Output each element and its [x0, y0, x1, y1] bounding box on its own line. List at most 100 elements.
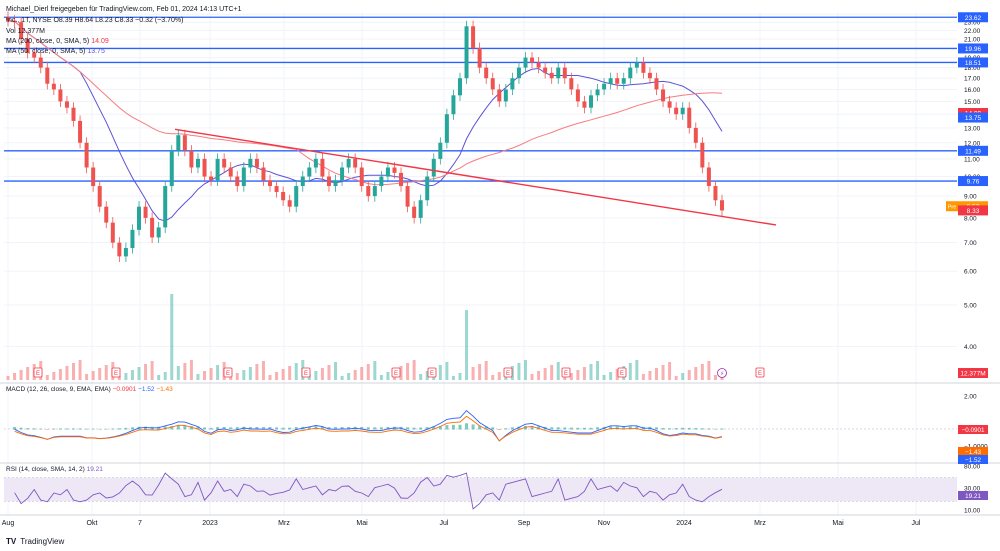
candle-body[interactable] — [372, 186, 377, 197]
candle-body[interactable] — [38, 57, 43, 68]
candle-body[interactable] — [530, 57, 535, 63]
candle-body[interactable] — [700, 142, 705, 168]
candle-body[interactable] — [661, 89, 666, 102]
candle-body[interactable] — [628, 67, 633, 79]
candle-body[interactable] — [248, 158, 253, 168]
candle-body[interactable] — [497, 89, 502, 102]
candle-body[interactable] — [340, 167, 345, 181]
candle-body[interactable] — [176, 135, 181, 151]
earnings-marker[interactable] — [33, 367, 43, 378]
candle-body[interactable] — [536, 62, 541, 68]
candle-body[interactable] — [654, 78, 659, 90]
candle-body[interactable] — [484, 67, 489, 79]
candle-body[interactable] — [25, 39, 30, 53]
candle-body[interactable] — [241, 167, 246, 187]
candle-body[interactable] — [621, 78, 626, 84]
candle-body[interactable] — [418, 200, 423, 218]
candle-body[interactable] — [97, 186, 102, 207]
candle-body[interactable] — [281, 191, 286, 201]
candle-body[interactable] — [209, 176, 214, 181]
candle-body[interactable] — [353, 158, 358, 168]
candle-body[interactable] — [425, 176, 430, 201]
candle-body[interactable] — [235, 176, 240, 187]
candle-body[interactable] — [693, 127, 698, 143]
candle-body[interactable] — [634, 62, 639, 68]
candle-body[interactable] — [58, 89, 63, 102]
candle-body[interactable] — [45, 67, 50, 84]
candle-body[interactable] — [385, 167, 390, 177]
candle-body[interactable] — [582, 101, 587, 108]
candle-body[interactable] — [19, 22, 24, 40]
candle-body[interactable] — [405, 186, 410, 207]
candle-body[interactable] — [543, 67, 548, 73]
candle-body[interactable] — [399, 172, 404, 187]
candle-body[interactable] — [720, 200, 724, 211]
candle-body[interactable] — [680, 107, 685, 115]
candle-body[interactable] — [471, 26, 476, 49]
candle-body[interactable] — [300, 176, 305, 187]
candle-body[interactable] — [326, 176, 331, 187]
earnings-marker[interactable] — [427, 367, 437, 378]
candle-body[interactable] — [104, 206, 109, 223]
candle-body[interactable] — [706, 167, 711, 187]
candle-body[interactable] — [320, 158, 325, 177]
candle-body[interactable] — [274, 186, 279, 192]
earnings-marker[interactable] — [111, 367, 121, 378]
candle-body[interactable] — [602, 83, 607, 90]
candle-body[interactable] — [674, 107, 679, 115]
candle-body[interactable] — [222, 158, 227, 168]
candle-body[interactable] — [562, 67, 567, 79]
candle-body[interactable] — [117, 242, 122, 257]
candle-body[interactable] — [412, 206, 417, 218]
candle-body[interactable] — [477, 48, 482, 68]
candle-body[interactable] — [503, 89, 508, 102]
candle-body[interactable] — [457, 78, 462, 96]
candle-body[interactable] — [228, 167, 233, 177]
candle-body[interactable] — [195, 158, 200, 168]
trendline[interactable] — [174, 128, 777, 226]
candle-body[interactable] — [137, 206, 142, 230]
candle-body[interactable] — [438, 142, 443, 159]
candle-body[interactable] — [608, 78, 613, 84]
candle-body[interactable] — [575, 89, 580, 102]
candle-body[interactable] — [359, 167, 364, 187]
candle-body[interactable] — [516, 67, 521, 79]
candle-body[interactable] — [346, 158, 351, 168]
candle-body[interactable] — [143, 206, 148, 218]
earnings-marker[interactable] — [223, 367, 233, 378]
candle-body[interactable] — [12, 20, 17, 23]
candle-body[interactable] — [595, 89, 600, 96]
candle-body[interactable] — [110, 222, 115, 243]
candle-body[interactable] — [444, 114, 449, 143]
candle-body[interactable] — [366, 186, 371, 197]
candle-body[interactable] — [431, 158, 436, 177]
candle-body[interactable] — [287, 200, 292, 207]
candle-body[interactable] — [588, 95, 593, 108]
candle-body[interactable] — [150, 217, 155, 238]
candle-body[interactable] — [156, 227, 161, 238]
candle-body[interactable] — [549, 72, 554, 79]
candle-body[interactable] — [261, 167, 266, 181]
candle-body[interactable] — [687, 107, 692, 128]
candle-body[interactable] — [464, 26, 469, 79]
earnings-marker[interactable] — [561, 367, 571, 378]
candle-body[interactable] — [91, 167, 96, 187]
candle-body[interactable] — [307, 167, 312, 177]
candle-body[interactable] — [647, 72, 652, 79]
candle-body[interactable] — [130, 229, 135, 249]
candle-body[interactable] — [451, 95, 456, 115]
candle-body[interactable] — [379, 176, 384, 187]
candle-body[interactable] — [294, 186, 299, 207]
candle-body[interactable] — [667, 101, 672, 108]
candle-body[interactable] — [169, 150, 174, 187]
candle-body[interactable] — [313, 158, 318, 168]
candle-body[interactable] — [268, 180, 273, 187]
candle-body[interactable] — [6, 16, 10, 21]
candle-body[interactable] — [490, 78, 495, 90]
candle-body[interactable] — [641, 62, 646, 73]
candle-body[interactable] — [123, 248, 128, 257]
candle-body[interactable] — [392, 167, 397, 173]
candle-body[interactable] — [510, 78, 515, 90]
earnings-marker[interactable] — [503, 367, 513, 378]
